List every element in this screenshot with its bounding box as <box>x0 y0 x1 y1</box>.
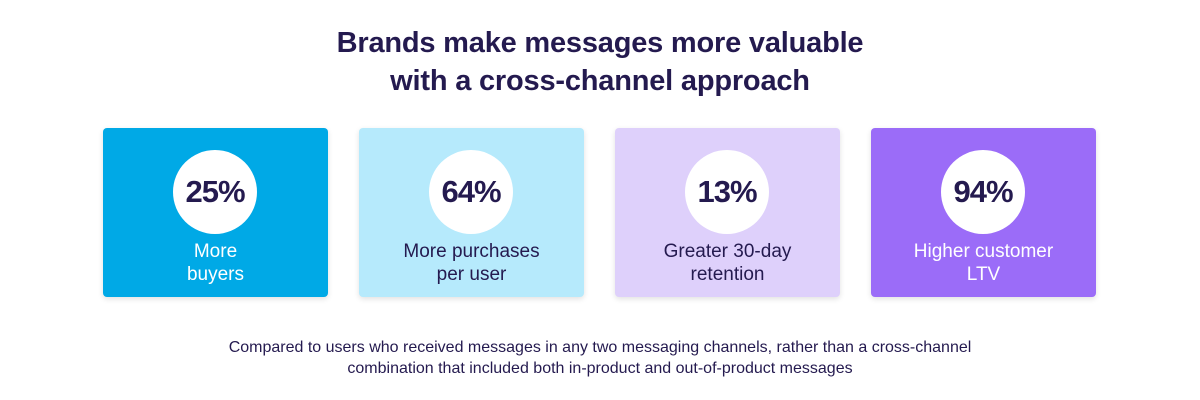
stat-label-line-1: More <box>193 241 238 262</box>
footnote: Compared to users who received messages … <box>0 337 1200 379</box>
stat-label-line-2: LTV <box>966 264 1001 285</box>
stat-label-line-2: buyers <box>186 264 245 285</box>
stat-label-line-2: retention <box>690 264 765 285</box>
stat-label: Higher customer LTV <box>871 240 1096 286</box>
stat-label-line-2: per user <box>436 264 507 285</box>
stat-label-line-1: Greater 30-day <box>663 241 792 262</box>
stat-label-line-1: Higher customer <box>913 241 1054 262</box>
stat-label: More purchases per user <box>359 240 584 286</box>
footnote-line-1: Compared to users who received messages … <box>228 339 972 356</box>
stat-card-buyers: 25% More buyers <box>103 128 328 297</box>
stat-badge: 13% <box>685 150 769 234</box>
stat-cards: 25% More buyers 64% More purchases per u… <box>103 128 1097 297</box>
page-title: Brands make messages more valuable with … <box>0 24 1200 100</box>
stat-label: Greater 30-day retention <box>615 240 840 286</box>
stat-label: More buyers <box>103 240 328 286</box>
stat-card-ltv: 94% Higher customer LTV <box>871 128 1096 297</box>
stat-badge: 94% <box>941 150 1025 234</box>
title-line-1: Brands make messages more valuable <box>336 27 864 59</box>
stat-card-purchases: 64% More purchases per user <box>359 128 584 297</box>
title-line-2: with a cross-channel approach <box>390 65 810 97</box>
footnote-line-2: combination that included both in-produc… <box>347 360 853 377</box>
stat-label-line-1: More purchases <box>403 241 540 262</box>
stat-badge: 25% <box>173 150 257 234</box>
stat-card-retention: 13% Greater 30-day retention <box>615 128 840 297</box>
stat-badge: 64% <box>429 150 513 234</box>
